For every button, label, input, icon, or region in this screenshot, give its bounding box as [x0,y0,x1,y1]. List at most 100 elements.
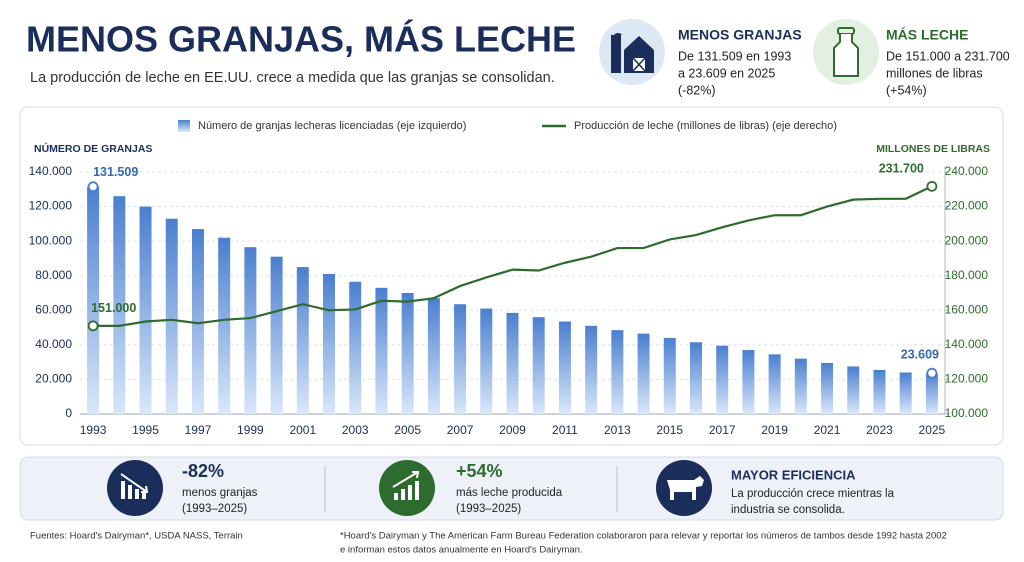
stat-value: MAYOR EFICIENCIA [731,467,856,482]
x-tick-label: 2007 [447,423,474,437]
stat-value: +54% [456,461,503,481]
stat-text: industria se consolida. [731,504,845,516]
bar [794,358,807,414]
stat-text: (1993–2025) [456,503,521,515]
y2-tick-label: 200.000 [945,233,989,247]
stat-value: -82% [182,461,224,481]
bar [716,345,729,414]
card-text: millones de libras [886,66,983,80]
x-tick-label: 2017 [709,423,736,437]
x-tick-label: 2003 [342,423,369,437]
point-marker [87,181,99,193]
note: *Hoard's Dairyman y The American Farm Bu… [340,531,947,542]
bar [375,287,388,414]
stat-text: La producción crece mientras la [731,488,895,500]
x-tick-label: 1995 [132,423,159,437]
x-tick-label: 1999 [237,423,264,437]
card-text: (+54%) [886,83,927,97]
sources: Fuentes: Hoard's Dairyman*, USDA NASS, T… [30,531,243,542]
bar [558,321,571,414]
bar [270,256,283,414]
y-tick-label: 60.000 [35,302,72,316]
x-tick-label: 2019 [761,423,788,437]
bar [401,293,414,414]
note: e informan estos datos anualmente en Hoa… [340,545,583,556]
bar [349,281,362,414]
bar [768,354,781,414]
bar [742,350,755,414]
x-tick-label: 2025 [919,423,946,437]
y2-tick-label: 240.000 [945,164,989,178]
bar [296,267,309,414]
bar [821,363,834,414]
x-tick-label: 2009 [499,423,526,437]
value-label: 151.000 [91,301,136,315]
value-label: 231.700 [879,162,924,176]
bar [244,247,257,414]
y2-axis-title: MILLONES DE LIBRAS [876,143,990,155]
x-tick-label: 1997 [185,423,212,437]
chart-panel [19,106,1004,446]
bar [218,237,231,414]
barn-icon [599,19,665,85]
point-marker [926,180,938,192]
bar [191,229,204,414]
x-tick-label: 2013 [604,423,631,437]
x-tick-label: 2005 [394,423,421,437]
y-tick-label: 120.000 [29,199,73,213]
bar [113,196,126,414]
bar [323,273,336,414]
bar [611,330,624,414]
x-tick-label: 1993 [80,423,107,437]
bar [480,308,493,414]
bar [925,373,938,414]
y2-tick-label: 140.000 [945,337,989,351]
y-tick-label: 80.000 [35,268,72,282]
bar [427,298,440,414]
y2-tick-label: 120.000 [945,372,989,386]
y-tick-label: 100.000 [29,233,73,247]
point-marker [87,320,99,332]
legend-swatch [178,120,190,132]
value-label: 23.609 [901,347,939,361]
bar [847,366,860,414]
chart: NÚMERO DE GRANJAS MILLONES DE LIBRAS 0 20.0… [29,120,990,437]
point-marker [926,367,938,379]
x-tick-label: 2015 [656,423,683,437]
y2-tick-label: 160.000 [945,302,989,316]
bar [663,337,676,414]
bar [637,333,650,414]
legend-label: Número de granjas lecheras licenciadas (… [198,120,466,132]
stat-text: menos granjas [182,487,258,499]
bar [87,186,100,414]
y-tick-label: 40.000 [35,337,72,351]
value-label: 131.509 [93,165,138,179]
card-title: MENOS GRANJAS [678,27,802,43]
card-text: a 23.609 en 2025 [678,66,775,80]
y2-tick-label: 180.000 [945,268,989,282]
cow-icon [656,460,712,516]
bar [873,369,886,414]
bar [506,312,519,414]
decline-icon [107,460,163,516]
bar [689,342,702,414]
bar [454,304,467,414]
y-tick-label: 0 [65,406,72,420]
y2-tick-label: 100.000 [945,406,989,420]
card-text: (-82%) [678,83,716,97]
x-tick-label: 2001 [289,423,316,437]
growth-icon [379,460,435,516]
stat-text: más leche producida [456,487,563,499]
y-tick-label: 20.000 [35,372,72,386]
milk-icon [813,19,879,85]
stat-text: (1993–2025) [182,503,247,515]
bar [165,218,178,414]
bar [585,325,598,414]
y2-tick-label: 220.000 [945,199,989,213]
subtitle: La producción de leche en EE.UU. crece a… [30,70,555,86]
card-text: De 151.000 a 231.700 [886,49,1010,63]
card-text: De 131.509 en 1993 [678,49,791,63]
bar [532,317,545,414]
